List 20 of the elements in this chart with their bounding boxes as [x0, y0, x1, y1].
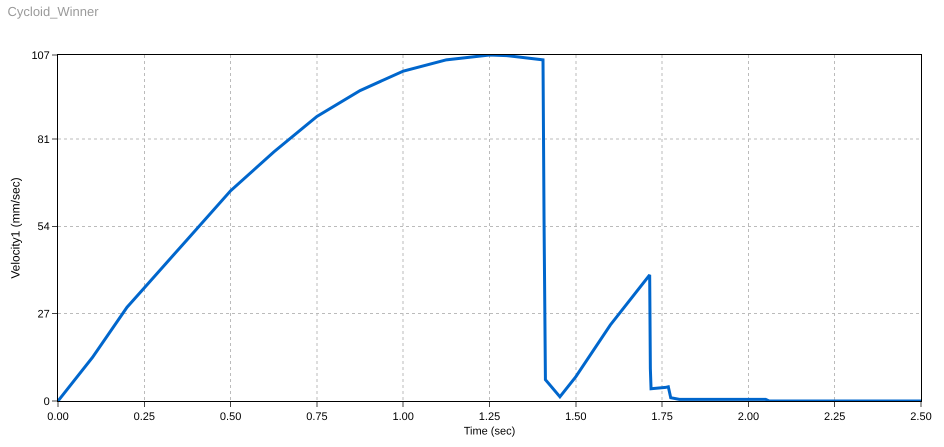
- x-tick-label: 2.00: [738, 411, 760, 424]
- chart-title: Cycloid_Winner: [8, 4, 100, 19]
- y-tick-label: 54: [38, 221, 50, 234]
- x-tick-label: 1.75: [651, 411, 673, 424]
- x-tick-label: 0.00: [47, 411, 69, 424]
- x-tick-label: 2.25: [824, 411, 846, 424]
- x-tick-label: 2.50: [910, 411, 932, 424]
- line-series: [58, 55, 921, 401]
- y-axis-title: Velocity1 (mm/sec): [8, 177, 23, 279]
- y-tick-label: 81: [38, 134, 50, 146]
- x-tick-label: 0.75: [306, 411, 328, 424]
- y-tick-label: 107: [31, 50, 50, 62]
- x-tick-label: 0.50: [220, 411, 242, 424]
- x-tick-label: 1.25: [478, 411, 500, 424]
- x-tick-label: 1.00: [392, 411, 414, 424]
- x-axis-title: Time (sec): [464, 425, 516, 438]
- x-tick-label: 0.25: [134, 411, 156, 424]
- y-tick-label: 27: [38, 308, 50, 321]
- y-tick-label: 0: [44, 396, 50, 408]
- x-tick-label: 1.50: [565, 411, 587, 424]
